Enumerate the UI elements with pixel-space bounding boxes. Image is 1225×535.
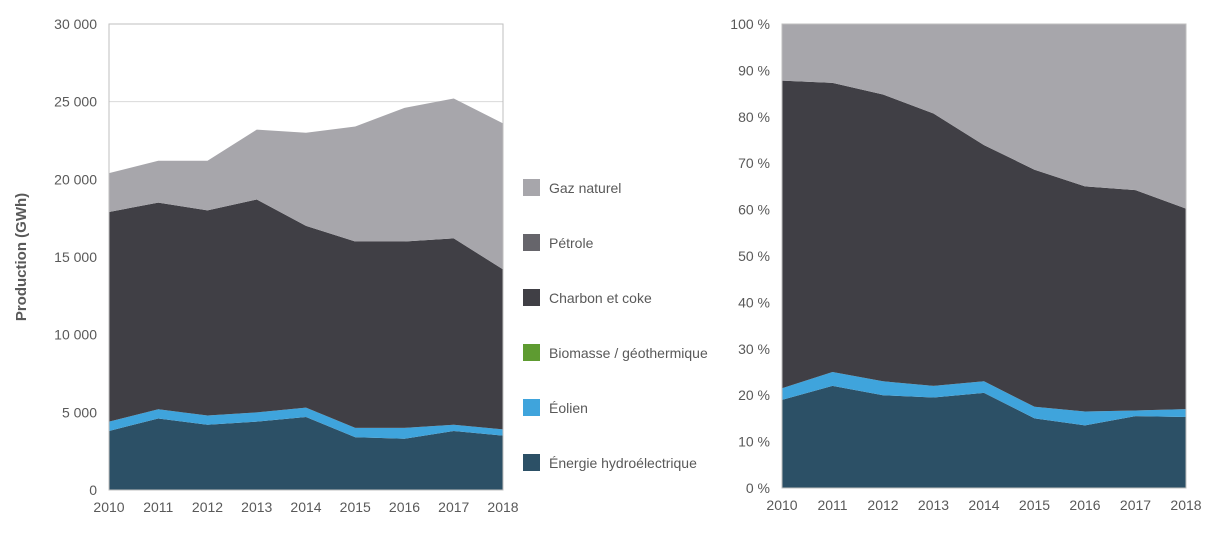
x-tick-label: 2014 <box>968 497 999 513</box>
legend-swatch <box>523 289 540 306</box>
legend-label: Éolien <box>549 400 588 416</box>
y-tick-label: 50 % <box>738 248 770 264</box>
x-tick-label: 2018 <box>1170 497 1201 513</box>
legend-swatch <box>523 454 540 471</box>
x-tick-label: 2010 <box>766 497 797 513</box>
x-tick-label: 2012 <box>192 499 223 515</box>
x-tick-label: 2010 <box>93 499 124 515</box>
legend-item-petrole: Pétrole <box>523 234 594 251</box>
x-tick-label: 2013 <box>241 499 272 515</box>
y-tick-label: 100 % <box>730 16 770 32</box>
legend-label: Gaz naturel <box>549 180 621 196</box>
area-energie-hydroelectrique <box>782 385 1186 488</box>
production-chart: 0 5 000 10 000 15 000 20 000 25 000 30 000 2010… <box>13 16 519 515</box>
area-charbon-et-coke <box>782 80 1186 412</box>
y-tick-label: 20 000 <box>54 171 97 187</box>
y-axis-label: Production (GWh) <box>13 193 30 321</box>
x-tick-label: 2015 <box>1019 497 1050 513</box>
y-tick-label: 15 000 <box>54 249 97 265</box>
y-tick-label: 60 % <box>738 202 770 218</box>
y-tick-label: 20 % <box>738 387 770 403</box>
legend-label: Énergie hydroélectrique <box>549 455 697 471</box>
share-chart: 0 % 10 % 20 % 30 % 40 % 50 % 60 % 70 % 80 % 90 % 1… <box>730 16 1201 513</box>
y-tick-label: 10 000 <box>54 327 97 343</box>
x-tick-label: 2017 <box>1120 497 1151 513</box>
area-eolien <box>109 407 503 439</box>
y-tick-label: 25 000 <box>54 94 97 110</box>
y-tick-label: 30 % <box>738 341 770 357</box>
y-tick-label: 40 % <box>738 294 770 310</box>
area-energie-hydroelectrique <box>109 416 503 490</box>
legend-label: Pétrole <box>549 235 594 251</box>
plot-border <box>781 23 1187 489</box>
legend: Gaz naturel Pétrole Charbon et coke Biomass… <box>523 179 708 471</box>
y-tick-label: 30 000 <box>54 16 97 32</box>
x-tick-label: 2012 <box>867 497 898 513</box>
x-tick-label: 2014 <box>290 499 321 515</box>
x-tick-label: 2011 <box>143 499 173 515</box>
y-tick-label: 70 % <box>738 155 770 171</box>
x-tick-label: 2015 <box>340 499 371 515</box>
y-tick-label: 80 % <box>738 109 770 125</box>
x-tick-label: 2016 <box>1069 497 1100 513</box>
legend-swatch <box>523 234 540 251</box>
legend-label: Charbon et coke <box>549 290 652 306</box>
legend-label: Biomasse / géothermique <box>549 345 708 361</box>
legend-item-gaz-naturel: Gaz naturel <box>523 179 621 196</box>
area-gaz-naturel <box>109 98 503 270</box>
x-tick-label: 2016 <box>389 499 420 515</box>
area-charbon-et-coke <box>109 199 503 430</box>
x-tick-label: 2017 <box>438 499 469 515</box>
y-tick-label: 90 % <box>738 62 770 78</box>
legend-swatch <box>523 179 540 196</box>
legend-item-eolien: Éolien <box>523 399 588 416</box>
y-tick-label: 10 % <box>738 434 770 450</box>
legend-swatch <box>523 344 540 361</box>
y-tick-label: 0 % <box>746 480 770 496</box>
area-gaz-naturel <box>782 24 1186 209</box>
y-tick-label: 0 <box>89 482 97 498</box>
plot-border <box>108 23 504 491</box>
x-tick-label: 2013 <box>918 497 949 513</box>
legend-item-charbon-et-coke: Charbon et coke <box>523 289 652 306</box>
area-eolien <box>782 372 1186 426</box>
legend-item-biomasse-geothermique: Biomasse / géothermique <box>523 344 708 361</box>
x-tick-label: 2018 <box>487 499 518 515</box>
x-tick-label: 2011 <box>817 497 847 513</box>
y-tick-label: 5 000 <box>62 404 97 420</box>
legend-swatch <box>523 399 540 416</box>
legend-item-energie-hydroelectrique: Énergie hydroélectrique <box>523 454 697 471</box>
